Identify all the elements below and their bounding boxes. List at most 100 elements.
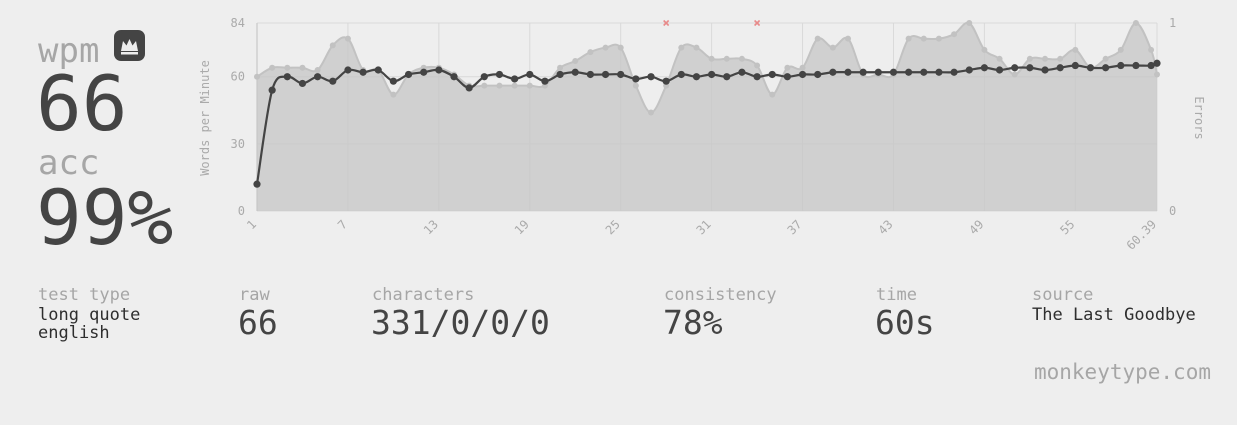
wpm-point: [844, 68, 852, 76]
wpm-point: [995, 66, 1004, 74]
brand-link[interactable]: monkeytype.com: [1033, 360, 1211, 384]
x-tick-label: 7: [335, 217, 350, 232]
raw-point: [996, 55, 1003, 62]
raw-point: [678, 44, 685, 51]
wpm-point: [632, 75, 640, 83]
wpm-point: [374, 66, 382, 74]
wpm-point: [435, 66, 443, 74]
wpm-point: [662, 77, 670, 85]
wpm-point: [420, 68, 428, 76]
wpm-point: [495, 70, 504, 79]
raw-point: [1057, 55, 1064, 62]
raw-point: [1148, 46, 1155, 53]
wpm-point: [298, 79, 307, 88]
wpm-point: [283, 73, 291, 81]
wpm-point: [344, 66, 352, 74]
wpm-point: [617, 70, 625, 79]
raw-point: [920, 35, 927, 42]
raw-point: [723, 55, 730, 62]
x-tick-label: 37: [785, 217, 805, 237]
wpm-point: [1147, 61, 1155, 70]
x-tick-label: 13: [421, 217, 441, 237]
raw-point: [269, 64, 276, 71]
raw-point: [557, 64, 564, 71]
raw-point: [299, 64, 306, 71]
wpm-point: [920, 68, 928, 76]
y2-axis-title: Errors: [1192, 96, 1206, 139]
wpm-point: [268, 86, 276, 94]
raw-label: raw: [239, 285, 270, 305]
wpm-point: [526, 70, 534, 79]
wpm-point: [738, 68, 746, 76]
y-tick-label: 60: [231, 70, 245, 84]
consistency-value: 78%: [663, 303, 723, 342]
wpm-point: [450, 73, 458, 81]
wpm-point: [1071, 61, 1079, 70]
raw-point: [829, 44, 836, 51]
wpm-point: [708, 70, 716, 79]
raw-point: [1026, 55, 1033, 62]
x-tick-label: 43: [875, 217, 895, 237]
raw-point: [572, 58, 579, 65]
raw-value: 66: [238, 303, 278, 342]
wpm-point: [783, 73, 791, 81]
raw-point: [602, 44, 609, 51]
source-value: The Last Goodbye: [1032, 305, 1196, 325]
raw-point: [738, 55, 745, 62]
wpm-point: [814, 70, 822, 79]
raw-point: [526, 82, 533, 89]
wpm-point: [511, 75, 519, 83]
raw-point: [511, 82, 518, 89]
raw-point: [344, 35, 351, 42]
raw-point: [1011, 71, 1018, 78]
source-label: source: [1032, 285, 1094, 305]
raw-point: [390, 91, 397, 98]
y-tick-label: 30: [231, 137, 245, 151]
raw-point: [1042, 55, 1049, 62]
raw-point: [754, 62, 761, 69]
raw-point: [981, 46, 988, 53]
acc-label: acc: [38, 143, 100, 183]
y-tick-label: 84: [231, 16, 245, 30]
raw-point: [951, 31, 958, 38]
x-tick-label: 25: [603, 217, 623, 237]
wpm-point: [1153, 59, 1161, 67]
raw-point: [314, 67, 321, 73]
raw-point: [254, 73, 260, 80]
wpm-point: [647, 73, 655, 81]
wpm-point: [1132, 61, 1140, 70]
wpm-point: [480, 73, 488, 81]
wpm-point: [1117, 61, 1125, 70]
characters-value: 331/0/0/0: [371, 303, 550, 342]
raw-point: [935, 35, 942, 42]
raw-point: [769, 91, 776, 98]
x-tick-label: 60.39: [1124, 217, 1159, 252]
raw-area: [257, 22, 1157, 211]
wpm-point: [586, 70, 594, 79]
raw-point: [905, 35, 912, 42]
wpm-point: [329, 77, 337, 85]
raw-point: [814, 35, 821, 42]
y2-tick-label: 1: [1169, 16, 1176, 30]
crown-icon: [114, 30, 145, 61]
raw-point: [481, 82, 488, 89]
raw-point: [784, 64, 791, 71]
raw-point: [966, 20, 973, 26]
raw-point: [587, 49, 594, 56]
wpm-point: [541, 77, 549, 85]
wpm-point: [253, 180, 261, 188]
error-marker: [754, 19, 761, 27]
consistency-label: consistency: [664, 285, 777, 305]
raw-point: [1072, 46, 1079, 53]
wpm-point: [1102, 64, 1110, 72]
wpm-point: [889, 68, 898, 76]
wpm-label: wpm: [38, 31, 100, 71]
raw-point: [1102, 55, 1109, 62]
raw-point: [648, 109, 655, 116]
x-tick-label: 19: [512, 217, 532, 237]
y-axis-title: Words per Minute: [198, 60, 212, 176]
wpm-point: [1026, 64, 1034, 72]
raw-point: [617, 44, 624, 51]
raw-point: [632, 82, 639, 89]
wpm-point: [359, 68, 367, 76]
